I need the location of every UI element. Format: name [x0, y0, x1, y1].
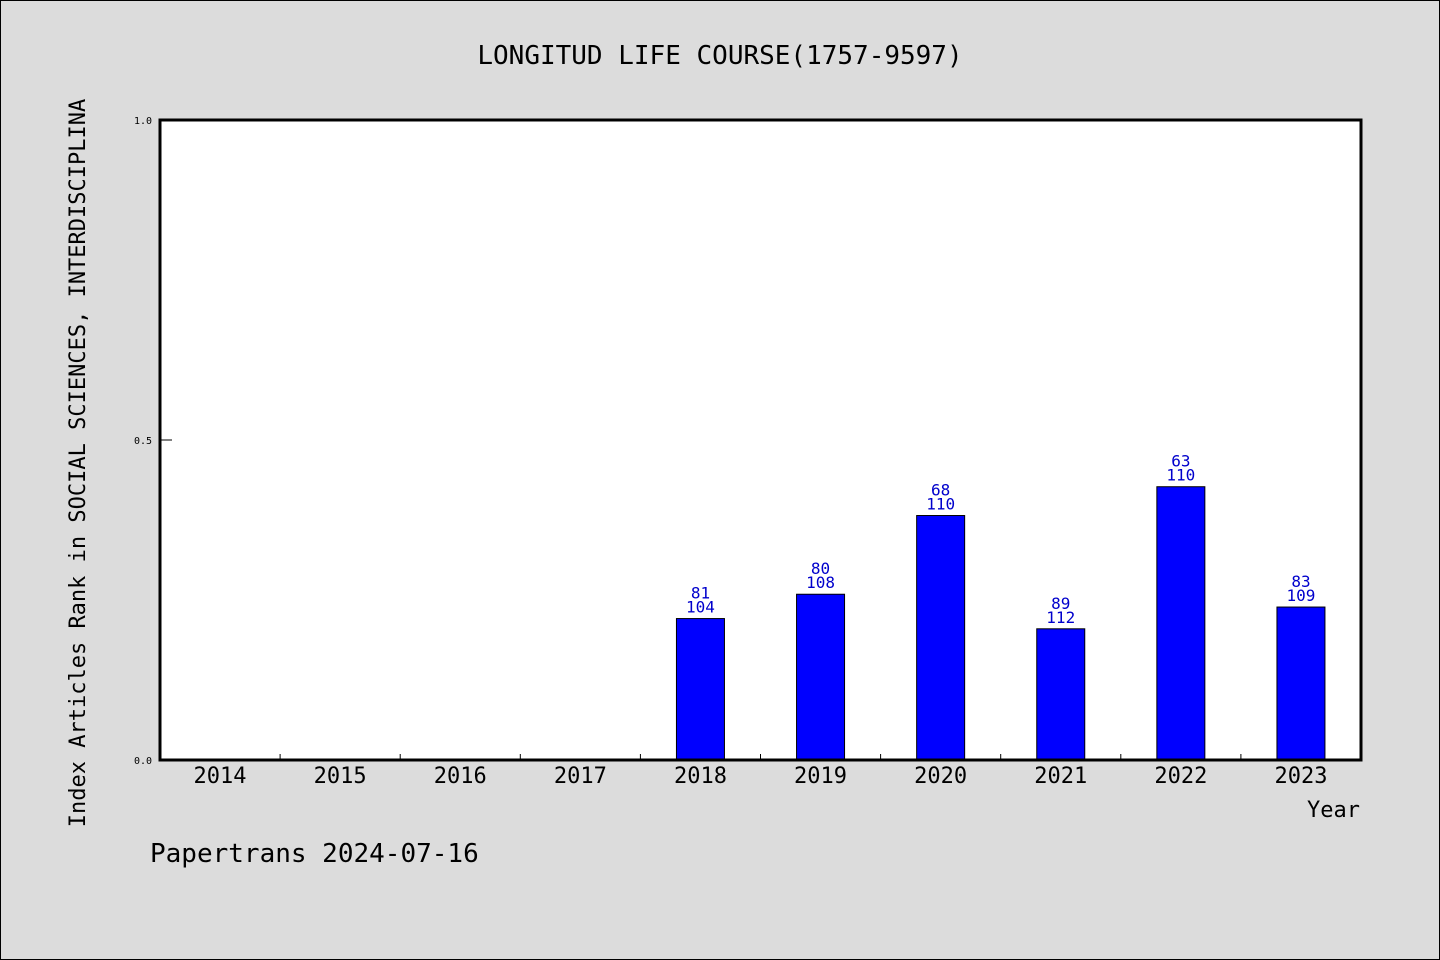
x-tick-label: 2016	[434, 764, 487, 789]
bar-label-top: 68	[931, 481, 950, 500]
bar-label-top: 89	[1051, 594, 1070, 613]
x-tick-label: 2014	[194, 764, 247, 789]
x-tick-label: 2022	[1154, 764, 1207, 789]
footer-source-date: Papertrans 2024-07-16	[150, 839, 479, 869]
y-axis-label: Index Articles Rank in SOCIAL SCIENCES, …	[66, 99, 91, 827]
x-tick-label: 2017	[554, 764, 607, 789]
plot-border	[158, 118, 1363, 762]
x-tick-label: 2018	[674, 764, 727, 789]
bar	[675, 618, 725, 761]
chart-title: LONGITUD LIFE COURSE(1757-9597)	[477, 41, 962, 71]
bar-label-top: 80	[811, 559, 830, 578]
bar-label-top: 83	[1291, 572, 1310, 591]
bar	[1036, 628, 1086, 761]
y-tick-label: 0.5	[134, 436, 152, 447]
bar-label-bottom: 104	[686, 598, 715, 617]
x-ticks-group: 2014 2015 2016 2017 2018 2019 2020 2021 2022 2023	[194, 754, 1327, 789]
y-tick-label: 1.0	[134, 116, 152, 127]
x-tick-label: 2015	[314, 764, 367, 789]
bar-label-bottom: 110	[926, 495, 955, 514]
bar-label-bottom: 109	[1286, 586, 1315, 605]
y-tick-label: 0.0	[134, 756, 152, 767]
bar-label-top: 81	[691, 584, 710, 603]
bar-label-top: 63	[1171, 452, 1190, 471]
x-tick-label: 2020	[914, 764, 967, 789]
bar-label-bottom: 112	[1046, 608, 1075, 627]
bar	[1156, 486, 1206, 761]
x-tick-label: 2021	[1034, 764, 1087, 789]
x-tick-label: 2023	[1274, 764, 1327, 789]
bar-label-bottom: 110	[1166, 466, 1195, 485]
bar	[796, 593, 846, 761]
bar	[1276, 606, 1326, 761]
x-axis-label: Year	[1307, 798, 1360, 823]
x-tick-label: 2019	[794, 764, 847, 789]
bar	[916, 515, 966, 761]
bar-label-bottom: 108	[806, 573, 835, 592]
